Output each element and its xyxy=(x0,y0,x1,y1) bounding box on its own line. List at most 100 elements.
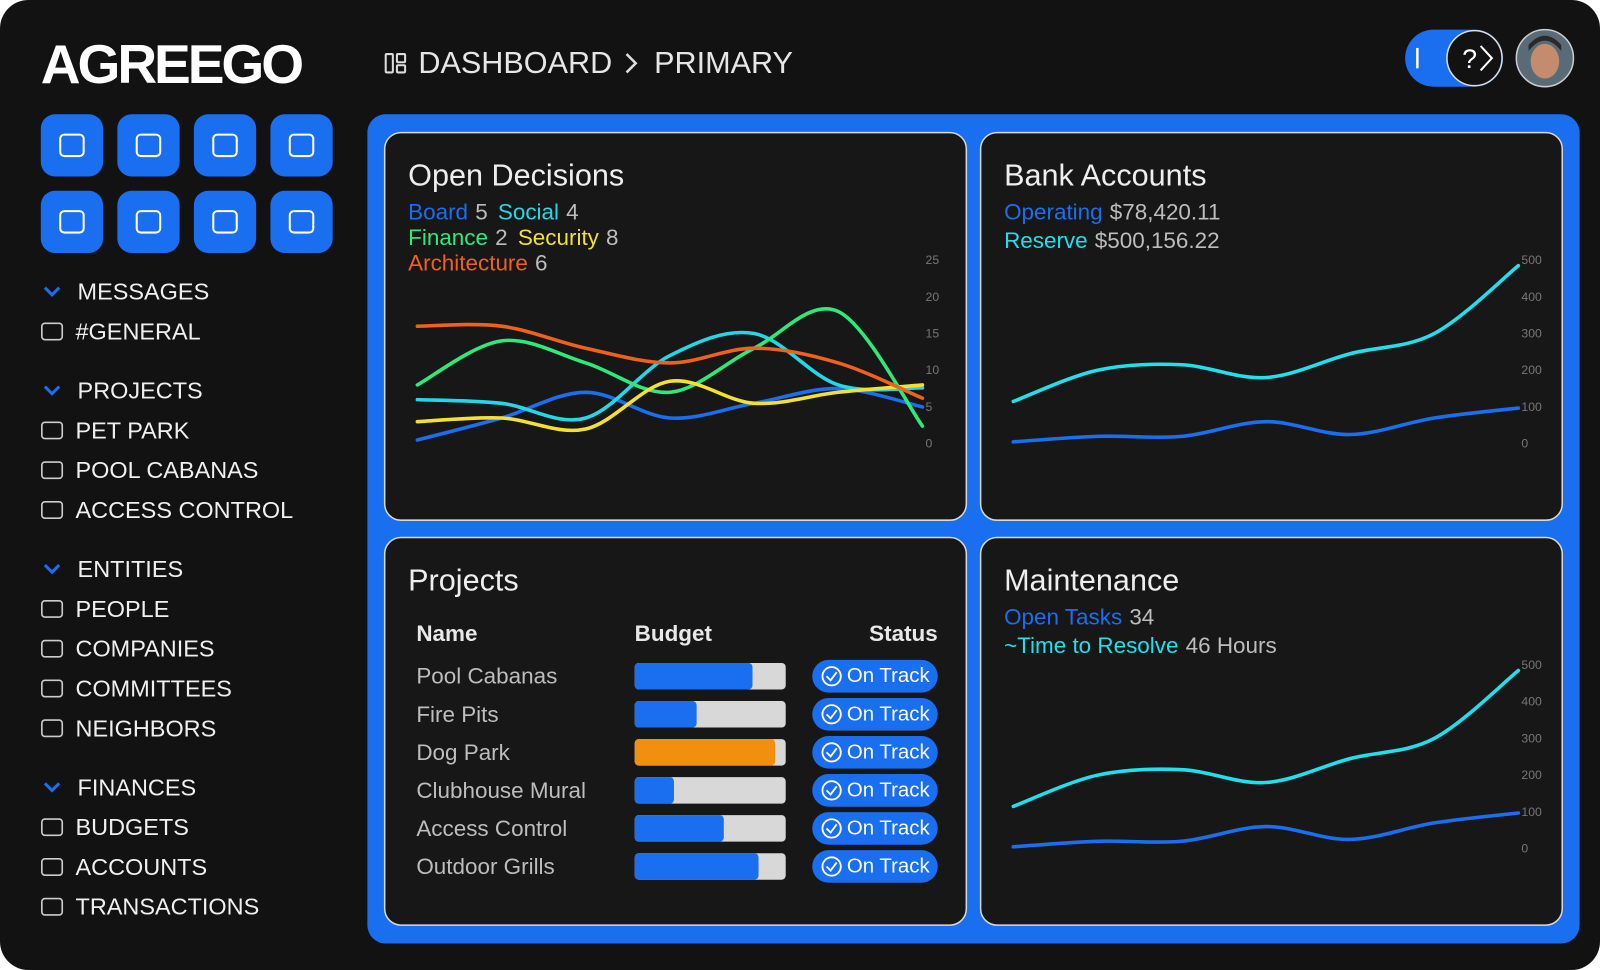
project-name[interactable]: Dog Park xyxy=(416,740,510,765)
nav-item[interactable]: COMPANIES xyxy=(76,636,215,662)
legend-name: Social xyxy=(498,200,559,225)
status-label: On Track xyxy=(847,855,931,877)
nav-item[interactable]: ACCESS CONTROL xyxy=(76,497,294,523)
nav-item-icon xyxy=(41,818,64,837)
section-title[interactable]: MESSAGES xyxy=(78,279,210,305)
project-name[interactable]: Clubhouse Mural xyxy=(416,778,586,803)
status-check xyxy=(825,747,838,758)
nav-button[interactable] xyxy=(117,114,180,177)
legend-value: 4 xyxy=(566,200,578,225)
nav-button-bg xyxy=(270,190,333,253)
status-bg xyxy=(812,659,938,693)
section-title[interactable]: FINANCES xyxy=(78,774,197,800)
project-name[interactable]: Access Control xyxy=(416,816,567,841)
icon-part xyxy=(384,53,394,74)
nav-button[interactable] xyxy=(270,190,333,253)
avatar-face xyxy=(1530,43,1560,79)
nav-button[interactable] xyxy=(40,190,104,253)
budget-bar xyxy=(634,662,753,690)
legend-value: 34 xyxy=(1129,605,1154,630)
nav-button-icon xyxy=(59,210,85,234)
legend-name: Reserve xyxy=(1004,228,1088,253)
nav-item-icon xyxy=(41,461,64,480)
nav-item[interactable]: TRANSACTIONS xyxy=(76,894,260,920)
nav-button[interactable] xyxy=(270,114,333,177)
series-line xyxy=(1011,811,1521,849)
nav-item[interactable]: #GENERAL xyxy=(76,318,201,344)
y-tick-label: 500 xyxy=(1521,658,1542,672)
legend-name: Security xyxy=(518,225,600,250)
legend-name: Architecture xyxy=(408,251,528,276)
status-bg xyxy=(812,736,938,769)
status-label: On Track xyxy=(847,665,931,687)
breadcrumb-item[interactable]: DASHBOARD xyxy=(418,46,612,80)
legend-value: 46 Hours xyxy=(1186,633,1277,658)
y-tick-label: 500 xyxy=(1521,253,1542,267)
y-tick-label: 0 xyxy=(1521,842,1528,856)
y-tick-label: 0 xyxy=(1521,437,1528,451)
nav-button[interactable] xyxy=(193,114,257,177)
card-title: Bank Accounts xyxy=(1004,158,1206,192)
status-icon xyxy=(821,742,842,763)
nav-button[interactable] xyxy=(117,190,180,253)
nav-button-icon xyxy=(212,210,238,234)
avatar[interactable] xyxy=(1515,28,1575,88)
legend-value: $78,420.11 xyxy=(1110,200,1221,225)
nav-item-icon xyxy=(41,639,64,658)
y-tick-label: 20 xyxy=(926,290,940,304)
status-pill[interactable]: On Track xyxy=(812,774,938,807)
budget-bar xyxy=(634,777,674,804)
nav-button[interactable] xyxy=(193,190,257,253)
nav-item[interactable]: BUDGETS xyxy=(76,814,189,840)
status-pill[interactable]: On Track xyxy=(812,850,938,883)
legend-value: 5 xyxy=(475,200,487,225)
nav-item-icon xyxy=(41,501,64,519)
logo[interactable]: AGREEGO xyxy=(41,33,305,95)
series-line xyxy=(1011,406,1521,444)
breadcrumb-icon xyxy=(384,53,407,74)
status-bg xyxy=(812,812,938,845)
status-pill[interactable]: On Track xyxy=(812,812,938,845)
nav-button-bg xyxy=(117,190,180,253)
status-pill[interactable]: On Track xyxy=(812,736,938,769)
nav-item-icon xyxy=(41,599,64,618)
nav-button[interactable] xyxy=(40,114,104,177)
legend-value: 8 xyxy=(606,225,618,250)
y-tick-label: 25 xyxy=(926,253,940,267)
nav-item[interactable]: POOL CABANAS xyxy=(76,457,259,483)
status-pill[interactable]: On Track xyxy=(812,697,938,731)
series-line xyxy=(415,379,925,433)
nav-item[interactable]: NEIGHBORS xyxy=(76,715,217,741)
nav-button-icon xyxy=(59,133,85,158)
y-tick-label: 200 xyxy=(1521,363,1542,377)
nav-item[interactable]: PET PARK xyxy=(76,417,190,443)
nav-item[interactable]: COMMITTEES xyxy=(76,675,232,701)
avatar-hair xyxy=(1528,35,1562,51)
section-title[interactable]: PROJECTS xyxy=(78,378,203,404)
section-title[interactable]: ENTITIES xyxy=(78,556,184,582)
project-name[interactable]: Pool Cabanas xyxy=(416,664,557,689)
section-chevron xyxy=(43,385,61,396)
toggle-knob xyxy=(1446,29,1503,87)
column-header: Name xyxy=(416,621,477,646)
status-icon xyxy=(821,818,842,839)
nav-item[interactable]: ACCOUNTS xyxy=(76,854,208,880)
status-check xyxy=(825,785,838,796)
y-tick-label: 15 xyxy=(926,327,940,341)
status-pill[interactable]: On Track xyxy=(812,659,938,693)
nav-item[interactable]: PEOPLE xyxy=(76,596,170,622)
nav-item-icon xyxy=(41,858,64,876)
y-tick-label: 300 xyxy=(1521,731,1542,745)
nav-button-bg xyxy=(40,190,104,253)
budget-bar xyxy=(634,701,697,728)
project-name[interactable]: Outdoor Grills xyxy=(416,854,554,879)
section-chevron xyxy=(43,286,61,297)
nav-button-icon xyxy=(212,133,238,158)
icon-part xyxy=(395,64,407,74)
y-tick-label: 400 xyxy=(1521,695,1542,709)
project-name[interactable]: Fire Pits xyxy=(416,702,498,727)
help-toggle[interactable]: ? xyxy=(1405,29,1504,87)
breadcrumb-item[interactable]: PRIMARY xyxy=(654,46,793,80)
